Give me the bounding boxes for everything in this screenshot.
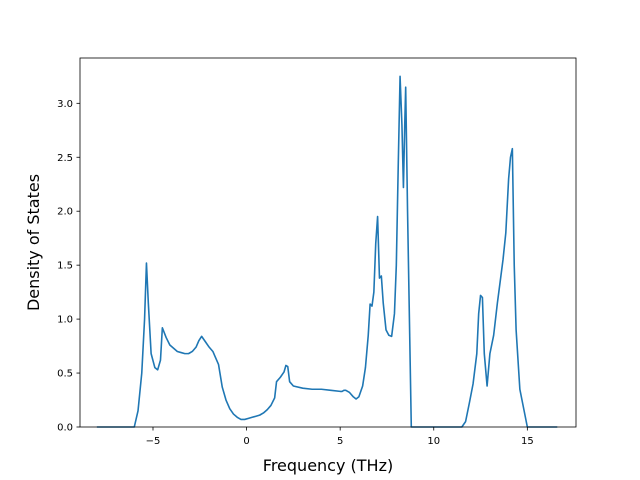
dos-series-line <box>96 75 558 428</box>
y-tick-label: 2.5 <box>57 153 73 164</box>
y-tick-label: 2.0 <box>57 207 73 218</box>
y-axis-label: Density of States <box>24 174 43 311</box>
y-tick-label: 0.0 <box>57 423 73 434</box>
x-axis-ticks: −5 0 5 10 15 <box>146 427 534 447</box>
y-axis-ticks: 0.0 0.5 1.0 1.5 2.0 2.5 3.0 <box>57 99 80 434</box>
y-tick-label: 0.5 <box>57 369 73 380</box>
x-tick-label: 10 <box>427 436 440 447</box>
series-layer <box>96 75 558 428</box>
y-tick-label: 1.0 <box>57 315 73 326</box>
x-tick-label: 5 <box>337 436 343 447</box>
y-tick-label: 3.0 <box>57 99 73 110</box>
x-tick-label: −5 <box>146 436 161 447</box>
plot-background <box>80 58 576 427</box>
plot-frame <box>79 57 577 428</box>
x-tick-label: 0 <box>243 436 249 447</box>
x-tick-label: 15 <box>521 436 534 447</box>
x-axis-label: Frequency (THz) <box>263 456 393 475</box>
y-tick-label: 1.5 <box>57 261 73 272</box>
